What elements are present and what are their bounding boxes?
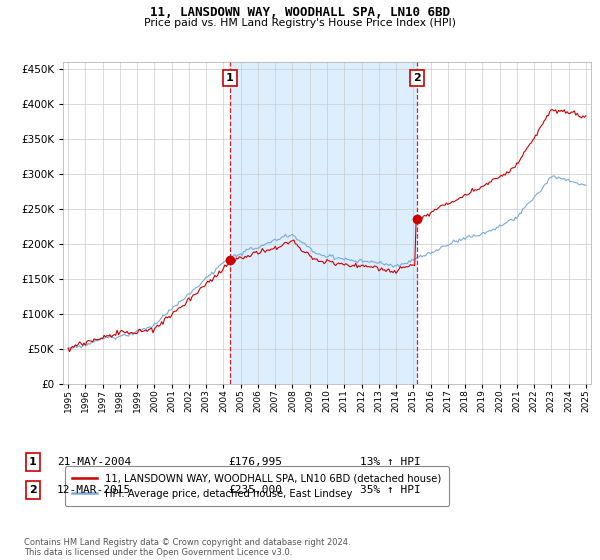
Text: £235,000: £235,000 [228,485,282,495]
Text: 2: 2 [29,485,37,495]
Text: 1: 1 [226,73,234,83]
Bar [230,62,416,384]
Text: 21-MAY-2004: 21-MAY-2004 [57,457,131,467]
Text: 35% ↑ HPI: 35% ↑ HPI [360,485,421,495]
Text: 12-MAR-2015: 12-MAR-2015 [57,485,131,495]
Text: 2: 2 [413,73,421,83]
Text: 1: 1 [29,457,37,467]
Text: 13% ↑ HPI: 13% ↑ HPI [360,457,421,467]
Text: Contains HM Land Registry data © Crown copyright and database right 2024.
This d: Contains HM Land Registry data © Crown c… [24,538,350,557]
Text: Price paid vs. HM Land Registry's House Price Index (HPI): Price paid vs. HM Land Registry's House … [144,18,456,28]
Text: £176,995: £176,995 [228,457,282,467]
Text: 11, LANSDOWN WAY, WOODHALL SPA, LN10 6BD: 11, LANSDOWN WAY, WOODHALL SPA, LN10 6BD [150,6,450,18]
Legend: 11, LANSDOWN WAY, WOODHALL SPA, LN10 6BD (detached house), HPI: Average price, d: 11, LANSDOWN WAY, WOODHALL SPA, LN10 6BD… [65,466,449,506]
